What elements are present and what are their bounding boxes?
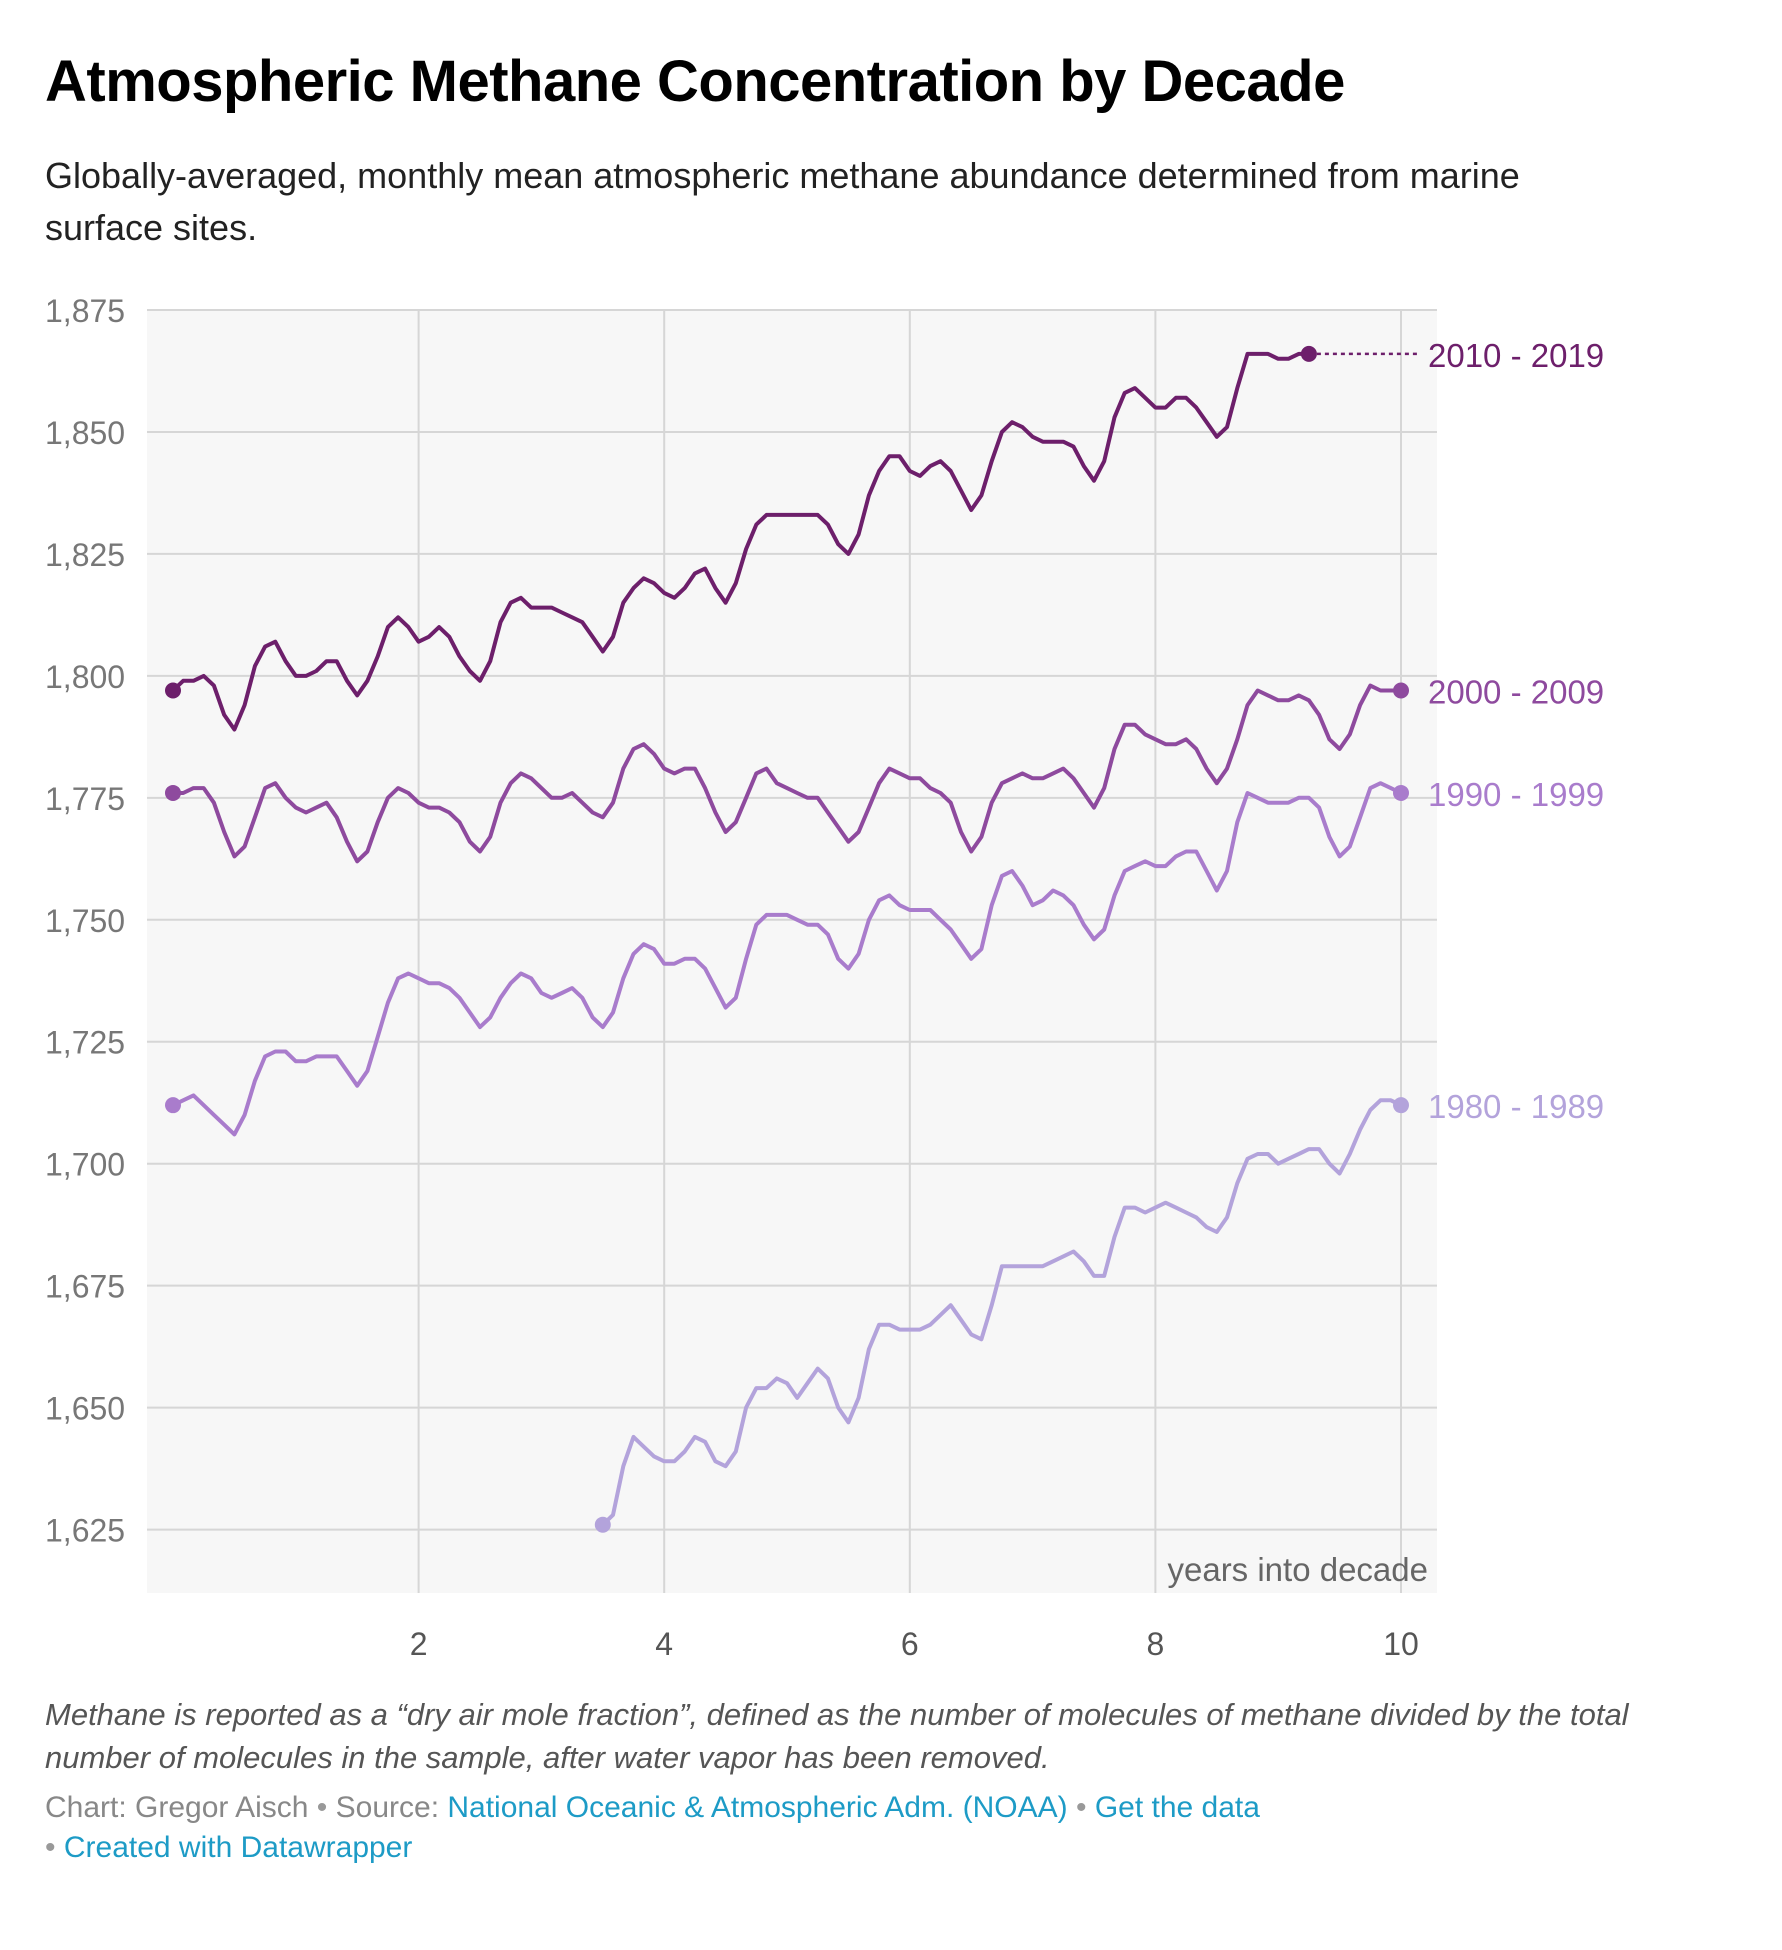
y-axis-tick-labels: 1,625 1,650 1,675 1,700 1,725 1,750 1,775 1,800… — [45, 293, 125, 1549]
y-tick-label: 1,725 — [45, 1025, 125, 1061]
source-link[interactable]: National Oceanic & Atmospheric Adm. (NOA… — [447, 1791, 1068, 1824]
chart-title: Atmospheric Methane Concentration by Dec… — [45, 49, 1345, 114]
series-end-point — [1393, 1097, 1409, 1114]
series-start-point — [165, 784, 181, 801]
y-tick-label: 1,850 — [45, 415, 125, 451]
series-label: 1980 - 1989 — [1428, 1088, 1604, 1125]
chart-notes: Methane is reported as a “dry air mole f… — [45, 1697, 1629, 1775]
series-lines — [165, 345, 1418, 1533]
footer-separator: • — [1075, 1791, 1087, 1824]
chart-subtitle: Globally-averaged, monthly mean atmosphe… — [45, 155, 1520, 248]
series-start-point — [165, 1097, 181, 1114]
series-end-point — [1393, 784, 1409, 801]
x-tick-label: 6 — [901, 1626, 919, 1660]
methane-line-chart: 1,625 1,650 1,675 1,700 1,725 1,750 1,775 1,800… — [45, 293, 1604, 1660]
x-tick-label: 8 — [1147, 1626, 1165, 1660]
x-tick-label: 4 — [655, 1626, 673, 1660]
series-start-point — [165, 682, 181, 699]
series-end-point — [1393, 682, 1409, 699]
series-line — [600, 1098, 1403, 1527]
chart-credit: Chart: Gregor Aisch — [45, 1791, 309, 1824]
y-tick-label: 1,800 — [45, 659, 125, 695]
y-tick-label: 1,775 — [45, 781, 125, 817]
plot-background — [147, 310, 1437, 1593]
series-label: 2010 - 2019 — [1428, 337, 1604, 374]
y-tick-label: 1,750 — [45, 903, 125, 939]
y-tick-label: 1,625 — [45, 1513, 125, 1549]
footer-separator: • — [45, 1831, 56, 1864]
series-line — [171, 683, 1403, 864]
series-start-point — [594, 1516, 611, 1533]
y-tick-label: 1,825 — [45, 537, 125, 573]
x-axis-label: years into decade — [1167, 1551, 1428, 1588]
y-tick-label: 1,675 — [45, 1269, 125, 1305]
x-tick-label: 10 — [1383, 1626, 1419, 1660]
series-label: 2000 - 2009 — [1428, 674, 1604, 711]
source-label: Source: — [335, 1791, 440, 1824]
series-line — [171, 351, 1311, 732]
x-gridlines — [417, 310, 1402, 1593]
x-tick-label: 2 — [410, 1626, 428, 1660]
series-line — [171, 781, 1403, 1137]
series-label: 1990 - 1999 — [1428, 776, 1604, 813]
chart-footer: Chart: Gregor Aisch • Source: National O… — [45, 1788, 1465, 1868]
y-tick-label: 1,700 — [45, 1147, 125, 1183]
x-axis-tick-labels: 2 4 6 8 10 — [410, 1626, 1419, 1660]
series-labels: 2010 - 2019 2000 - 2009 1990 - 1999 1980 - … — [1428, 337, 1604, 1125]
y-tick-label: 1,650 — [45, 1391, 125, 1427]
footer-separator: • — [316, 1791, 328, 1824]
datawrapper-link[interactable]: Created with Datawrapper — [63, 1831, 413, 1864]
get-data-link[interactable]: Get the data — [1094, 1791, 1260, 1824]
y-tick-label: 1,875 — [45, 293, 125, 329]
